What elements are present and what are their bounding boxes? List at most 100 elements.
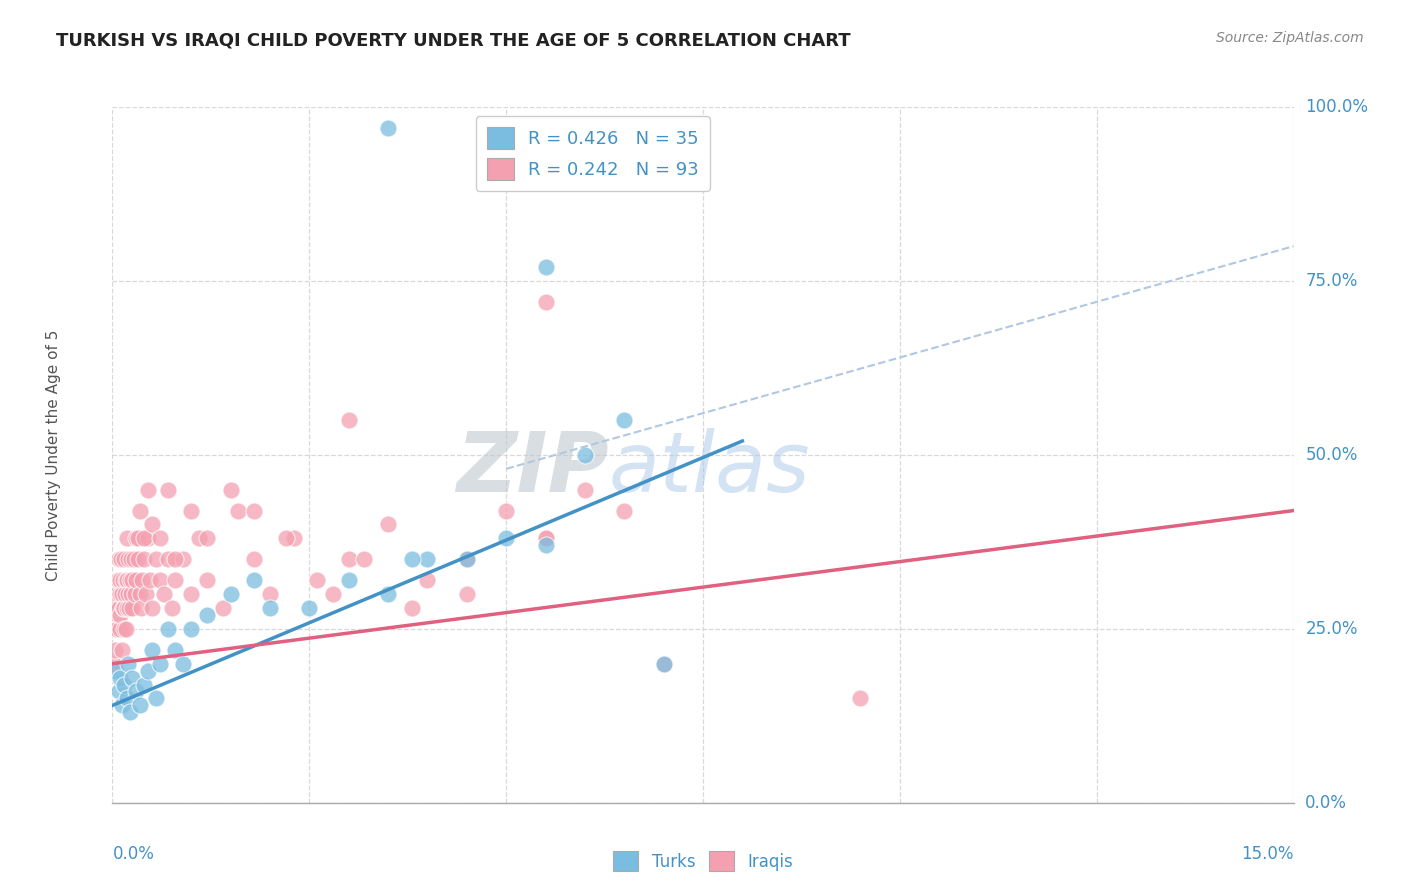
- Point: [108, 587, 131, 601]
- Text: 0.0%: 0.0%: [1305, 794, 1347, 812]
- Text: ZIP: ZIP: [456, 428, 609, 509]
- Point: [108, 622, 131, 636]
- Point: [322, 587, 344, 601]
- Point: [111, 601, 134, 615]
- Point: [534, 538, 557, 552]
- Point: [115, 573, 138, 587]
- Point: [110, 671, 132, 685]
- Point: [125, 532, 148, 546]
- Point: [124, 587, 146, 601]
- Point: [139, 573, 162, 587]
- Text: 25.0%: 25.0%: [1305, 620, 1358, 638]
- Point: [107, 607, 129, 622]
- Point: [129, 503, 152, 517]
- Point: [228, 503, 250, 517]
- Point: [121, 573, 143, 587]
- Point: [132, 532, 155, 546]
- Point: [136, 532, 159, 546]
- Point: [107, 601, 129, 615]
- Point: [125, 684, 148, 698]
- Point: [180, 503, 202, 517]
- Point: [111, 587, 134, 601]
- Text: Source: ZipAtlas.com: Source: ZipAtlas.com: [1216, 31, 1364, 45]
- Point: [377, 587, 399, 601]
- Point: [401, 552, 423, 566]
- Point: [135, 587, 157, 601]
- Point: [112, 601, 135, 615]
- Point: [112, 622, 135, 636]
- Point: [456, 587, 478, 601]
- Point: [112, 552, 135, 566]
- Point: [105, 664, 128, 678]
- Point: [211, 601, 233, 615]
- Point: [105, 622, 128, 636]
- Point: [111, 642, 134, 657]
- Point: [115, 622, 138, 636]
- Point: [107, 684, 129, 698]
- Point: [849, 691, 872, 706]
- Text: TURKISH VS IRAQI CHILD POVERTY UNDER THE AGE OF 5 CORRELATION CHART: TURKISH VS IRAQI CHILD POVERTY UNDER THE…: [56, 31, 851, 49]
- Point: [145, 552, 167, 566]
- Point: [243, 503, 266, 517]
- Point: [112, 677, 135, 691]
- Point: [107, 552, 129, 566]
- Point: [416, 552, 439, 566]
- Point: [111, 573, 134, 587]
- Point: [219, 483, 242, 497]
- Point: [110, 573, 132, 587]
- Point: [117, 587, 139, 601]
- Point: [337, 413, 360, 427]
- Point: [145, 691, 167, 706]
- Point: [118, 706, 141, 720]
- Point: [121, 671, 143, 685]
- Point: [103, 657, 125, 671]
- Point: [337, 573, 360, 587]
- Point: [195, 573, 218, 587]
- Point: [652, 657, 675, 671]
- Point: [115, 691, 138, 706]
- Point: [156, 622, 179, 636]
- Point: [149, 657, 172, 671]
- Point: [337, 552, 360, 566]
- Point: [165, 642, 187, 657]
- Point: [172, 552, 194, 566]
- Text: 0.0%: 0.0%: [112, 845, 155, 863]
- Point: [283, 532, 305, 546]
- Text: 15.0%: 15.0%: [1241, 845, 1294, 863]
- Point: [172, 657, 194, 671]
- Point: [127, 532, 149, 546]
- Point: [377, 120, 399, 135]
- Point: [156, 552, 179, 566]
- Point: [165, 573, 187, 587]
- Point: [104, 622, 127, 636]
- Point: [165, 552, 187, 566]
- Point: [105, 601, 128, 615]
- Point: [141, 642, 163, 657]
- Point: [125, 573, 148, 587]
- Point: [110, 552, 132, 566]
- Point: [416, 573, 439, 587]
- Point: [131, 573, 153, 587]
- Point: [149, 532, 172, 546]
- Point: [136, 483, 159, 497]
- Point: [141, 601, 163, 615]
- Text: 50.0%: 50.0%: [1305, 446, 1358, 464]
- Point: [160, 601, 183, 615]
- Point: [122, 552, 145, 566]
- Point: [534, 532, 557, 546]
- Legend: Turks, Iraqis: Turks, Iraqis: [606, 845, 800, 878]
- Point: [121, 601, 143, 615]
- Point: [243, 573, 266, 587]
- Point: [111, 698, 134, 713]
- Point: [195, 607, 218, 622]
- Point: [195, 532, 218, 546]
- Point: [156, 483, 179, 497]
- Point: [219, 587, 242, 601]
- Point: [132, 552, 155, 566]
- Point: [152, 587, 174, 601]
- Point: [107, 573, 129, 587]
- Point: [377, 517, 399, 532]
- Point: [117, 552, 139, 566]
- Text: 100.0%: 100.0%: [1305, 98, 1368, 116]
- Point: [104, 642, 127, 657]
